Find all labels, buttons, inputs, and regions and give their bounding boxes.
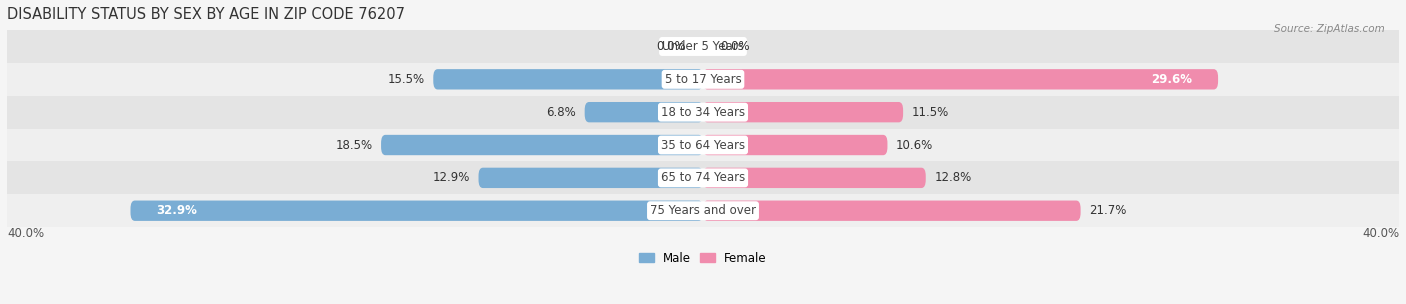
Text: 18 to 34 Years: 18 to 34 Years bbox=[661, 106, 745, 119]
Text: Source: ZipAtlas.com: Source: ZipAtlas.com bbox=[1274, 24, 1385, 34]
Text: 35 to 64 Years: 35 to 64 Years bbox=[661, 139, 745, 151]
Text: 40.0%: 40.0% bbox=[1362, 227, 1399, 240]
FancyBboxPatch shape bbox=[131, 201, 703, 221]
Text: Under 5 Years: Under 5 Years bbox=[662, 40, 744, 53]
Text: DISABILITY STATUS BY SEX BY AGE IN ZIP CODE 76207: DISABILITY STATUS BY SEX BY AGE IN ZIP C… bbox=[7, 7, 405, 22]
Bar bbox=[7, 96, 1399, 129]
Text: 6.8%: 6.8% bbox=[546, 106, 576, 119]
Bar bbox=[7, 129, 1399, 161]
Text: 75 Years and over: 75 Years and over bbox=[650, 204, 756, 217]
Text: 32.9%: 32.9% bbox=[156, 204, 197, 217]
Text: 11.5%: 11.5% bbox=[912, 106, 949, 119]
Text: 18.5%: 18.5% bbox=[335, 139, 373, 151]
Text: 5 to 17 Years: 5 to 17 Years bbox=[665, 73, 741, 86]
Bar bbox=[7, 161, 1399, 194]
Text: 10.6%: 10.6% bbox=[896, 139, 934, 151]
Text: 0.0%: 0.0% bbox=[657, 40, 686, 53]
FancyBboxPatch shape bbox=[703, 135, 887, 155]
FancyBboxPatch shape bbox=[703, 201, 1081, 221]
Text: 12.9%: 12.9% bbox=[433, 171, 470, 184]
Text: 29.6%: 29.6% bbox=[1152, 73, 1192, 86]
FancyBboxPatch shape bbox=[585, 102, 703, 122]
Text: 65 to 74 Years: 65 to 74 Years bbox=[661, 171, 745, 184]
FancyBboxPatch shape bbox=[703, 168, 925, 188]
Bar bbox=[7, 194, 1399, 227]
Bar bbox=[7, 30, 1399, 63]
FancyBboxPatch shape bbox=[703, 102, 903, 122]
FancyBboxPatch shape bbox=[478, 168, 703, 188]
Text: 15.5%: 15.5% bbox=[388, 73, 425, 86]
Bar bbox=[7, 63, 1399, 96]
FancyBboxPatch shape bbox=[381, 135, 703, 155]
FancyBboxPatch shape bbox=[433, 69, 703, 89]
Text: 40.0%: 40.0% bbox=[7, 227, 44, 240]
Legend: Male, Female: Male, Female bbox=[640, 252, 766, 264]
FancyBboxPatch shape bbox=[703, 69, 1218, 89]
Text: 0.0%: 0.0% bbox=[720, 40, 749, 53]
Text: 21.7%: 21.7% bbox=[1090, 204, 1126, 217]
Text: 12.8%: 12.8% bbox=[935, 171, 972, 184]
